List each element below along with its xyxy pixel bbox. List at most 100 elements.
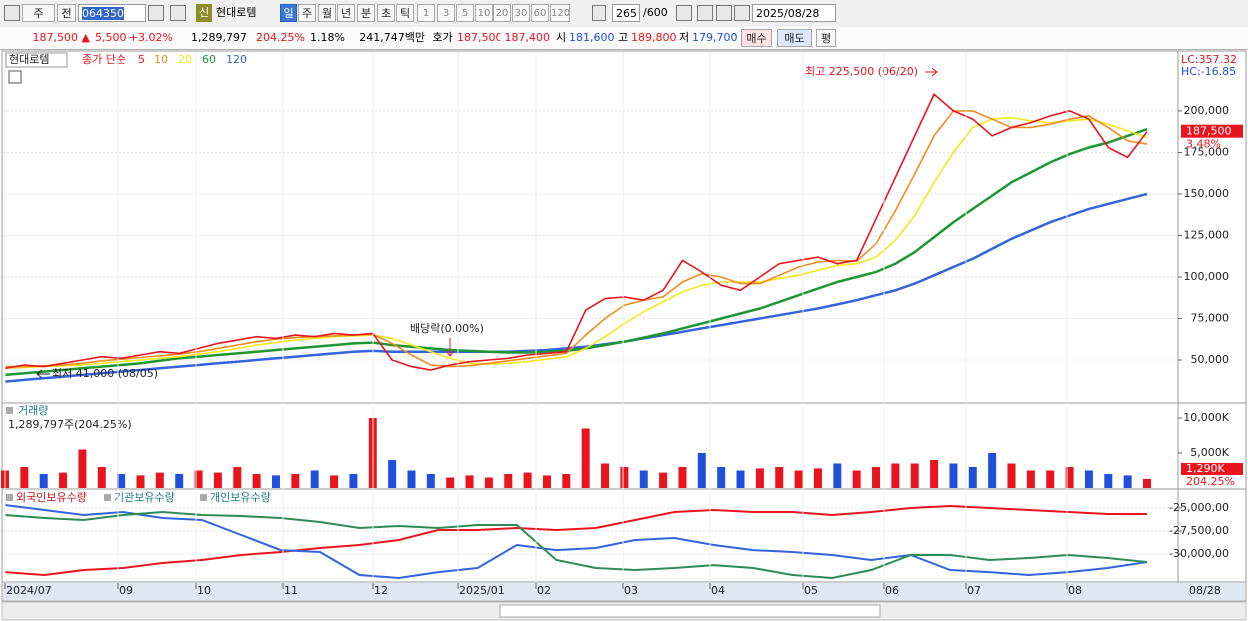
- ma-line: [5, 110, 1148, 368]
- legend-entry: 개인보유수량: [210, 491, 271, 504]
- text: 시: [555, 31, 567, 44]
- button[interactable]: 매수: [741, 29, 772, 47]
- label: 현대로템: [214, 4, 278, 22]
- volume-bar: [1046, 470, 1055, 488]
- x-tick-label: 11: [284, 584, 298, 597]
- dropdown[interactable]: [592, 5, 606, 21]
- x-axis-bg: [3, 583, 1245, 600]
- text: 신: [198, 6, 210, 19]
- y-tick-label: -30,000,00: [1169, 547, 1229, 560]
- annotation-arrow: [445, 338, 455, 357]
- button[interactable]: 60: [531, 4, 549, 22]
- text: /600: [643, 6, 668, 19]
- button[interactable]: 초: [377, 4, 395, 22]
- volume-bar: [426, 474, 435, 488]
- sound-icon[interactable]: [170, 5, 186, 21]
- volume-bar: [213, 472, 222, 488]
- button[interactable]: 분: [357, 4, 375, 22]
- button[interactable]: 20: [493, 4, 511, 22]
- y-tick-label: 75,000: [1191, 311, 1230, 324]
- input[interactable]: 2025/08/28: [752, 4, 836, 22]
- text: 265: [616, 7, 637, 20]
- button[interactable]: 년: [337, 4, 355, 22]
- x-tick-label: 05: [804, 584, 818, 597]
- volume-bar: [523, 472, 532, 488]
- volume-bar: [717, 467, 726, 488]
- annotation: 최저 41,000 (08/05): [52, 367, 158, 380]
- menu-icon[interactable]: [4, 5, 20, 21]
- holdings-line: [4, 510, 1148, 580]
- y-tick-label: 50,000: [1191, 353, 1230, 366]
- save-icon[interactable]: [716, 5, 732, 21]
- label: 5,500: [95, 29, 127, 47]
- tool-icon[interactable]: [676, 5, 692, 21]
- volume-bar: [175, 474, 184, 488]
- volume-bar: [891, 463, 900, 488]
- text: 평: [820, 32, 832, 45]
- button[interactable]: 3: [437, 4, 455, 22]
- legend-swatch: [6, 494, 13, 501]
- button[interactable]: 1: [417, 4, 435, 22]
- text: 전: [61, 7, 72, 20]
- text: 2025/08/28: [756, 7, 820, 20]
- input[interactable]: 064350: [78, 4, 146, 22]
- input[interactable]: 265: [612, 4, 640, 22]
- button[interactable]: 5: [456, 4, 474, 22]
- volume-bar: [271, 475, 280, 488]
- button[interactable]: 주: [298, 4, 316, 22]
- search-icon[interactable]: [148, 5, 164, 21]
- button[interactable]: 120: [550, 4, 570, 22]
- volume-bar: [330, 475, 339, 488]
- panel-subtitle: 1,289,797주(204.25%): [8, 418, 132, 431]
- y-tick-label: -25,000,00: [1169, 501, 1229, 514]
- tool-icon[interactable]: [697, 5, 713, 21]
- settings-icon[interactable]: [734, 5, 750, 21]
- button[interactable]: 월: [318, 4, 336, 22]
- volume-bar: [601, 463, 610, 488]
- button[interactable]: 전: [57, 4, 76, 22]
- label: 189,800: [631, 29, 676, 47]
- volume-bar: [988, 453, 997, 488]
- volume-bar: [291, 474, 300, 488]
- button[interactable]: 30: [512, 4, 530, 22]
- volume-bar: [20, 467, 29, 488]
- legend-name: 현대로템: [9, 53, 49, 66]
- scroll-thumb: [499, 604, 881, 618]
- volume-bar: [813, 468, 822, 488]
- button[interactable]: 틱: [396, 4, 414, 22]
- label: +3.02%: [128, 29, 176, 47]
- button[interactable]: 매도: [777, 29, 812, 47]
- button[interactable]: 일: [280, 4, 297, 22]
- button[interactable]: 10: [475, 4, 493, 22]
- text: +3.02%: [128, 31, 173, 44]
- label: 고: [616, 29, 630, 47]
- volume-bar: [252, 474, 261, 488]
- text: 현대로템: [216, 6, 257, 19]
- volume-bar: [678, 467, 687, 488]
- change-label: 3.48%: [1186, 138, 1221, 151]
- x-tick-label: 09: [119, 584, 133, 597]
- text: 10: [477, 8, 491, 19]
- volume-bar: [542, 475, 551, 488]
- volume-bar: [755, 468, 764, 488]
- legend-entry: 10: [154, 53, 168, 66]
- button[interactable]: 주: [22, 4, 55, 22]
- corner-label: LC:357.32: [1181, 53, 1237, 66]
- legend-entry: 120: [226, 53, 247, 66]
- text: 매수: [746, 32, 767, 45]
- ma-line: [4, 93, 1148, 371]
- legend-box: [5, 52, 68, 68]
- volume-bar: [620, 467, 629, 488]
- label: 179,700: [692, 29, 737, 47]
- volume-bar: [1065, 467, 1074, 488]
- volume-bar: [794, 470, 803, 488]
- button[interactable]: 평: [816, 29, 836, 47]
- x-tick-label: 02: [537, 584, 551, 597]
- x-tick-label: 12: [374, 584, 388, 597]
- ma-line: [4, 192, 1148, 383]
- legend-prefix: 종가 단순: [82, 53, 126, 66]
- holdings-line: [4, 504, 1148, 580]
- x-tick-label: 10: [197, 584, 211, 597]
- legend-swatch: [104, 494, 111, 501]
